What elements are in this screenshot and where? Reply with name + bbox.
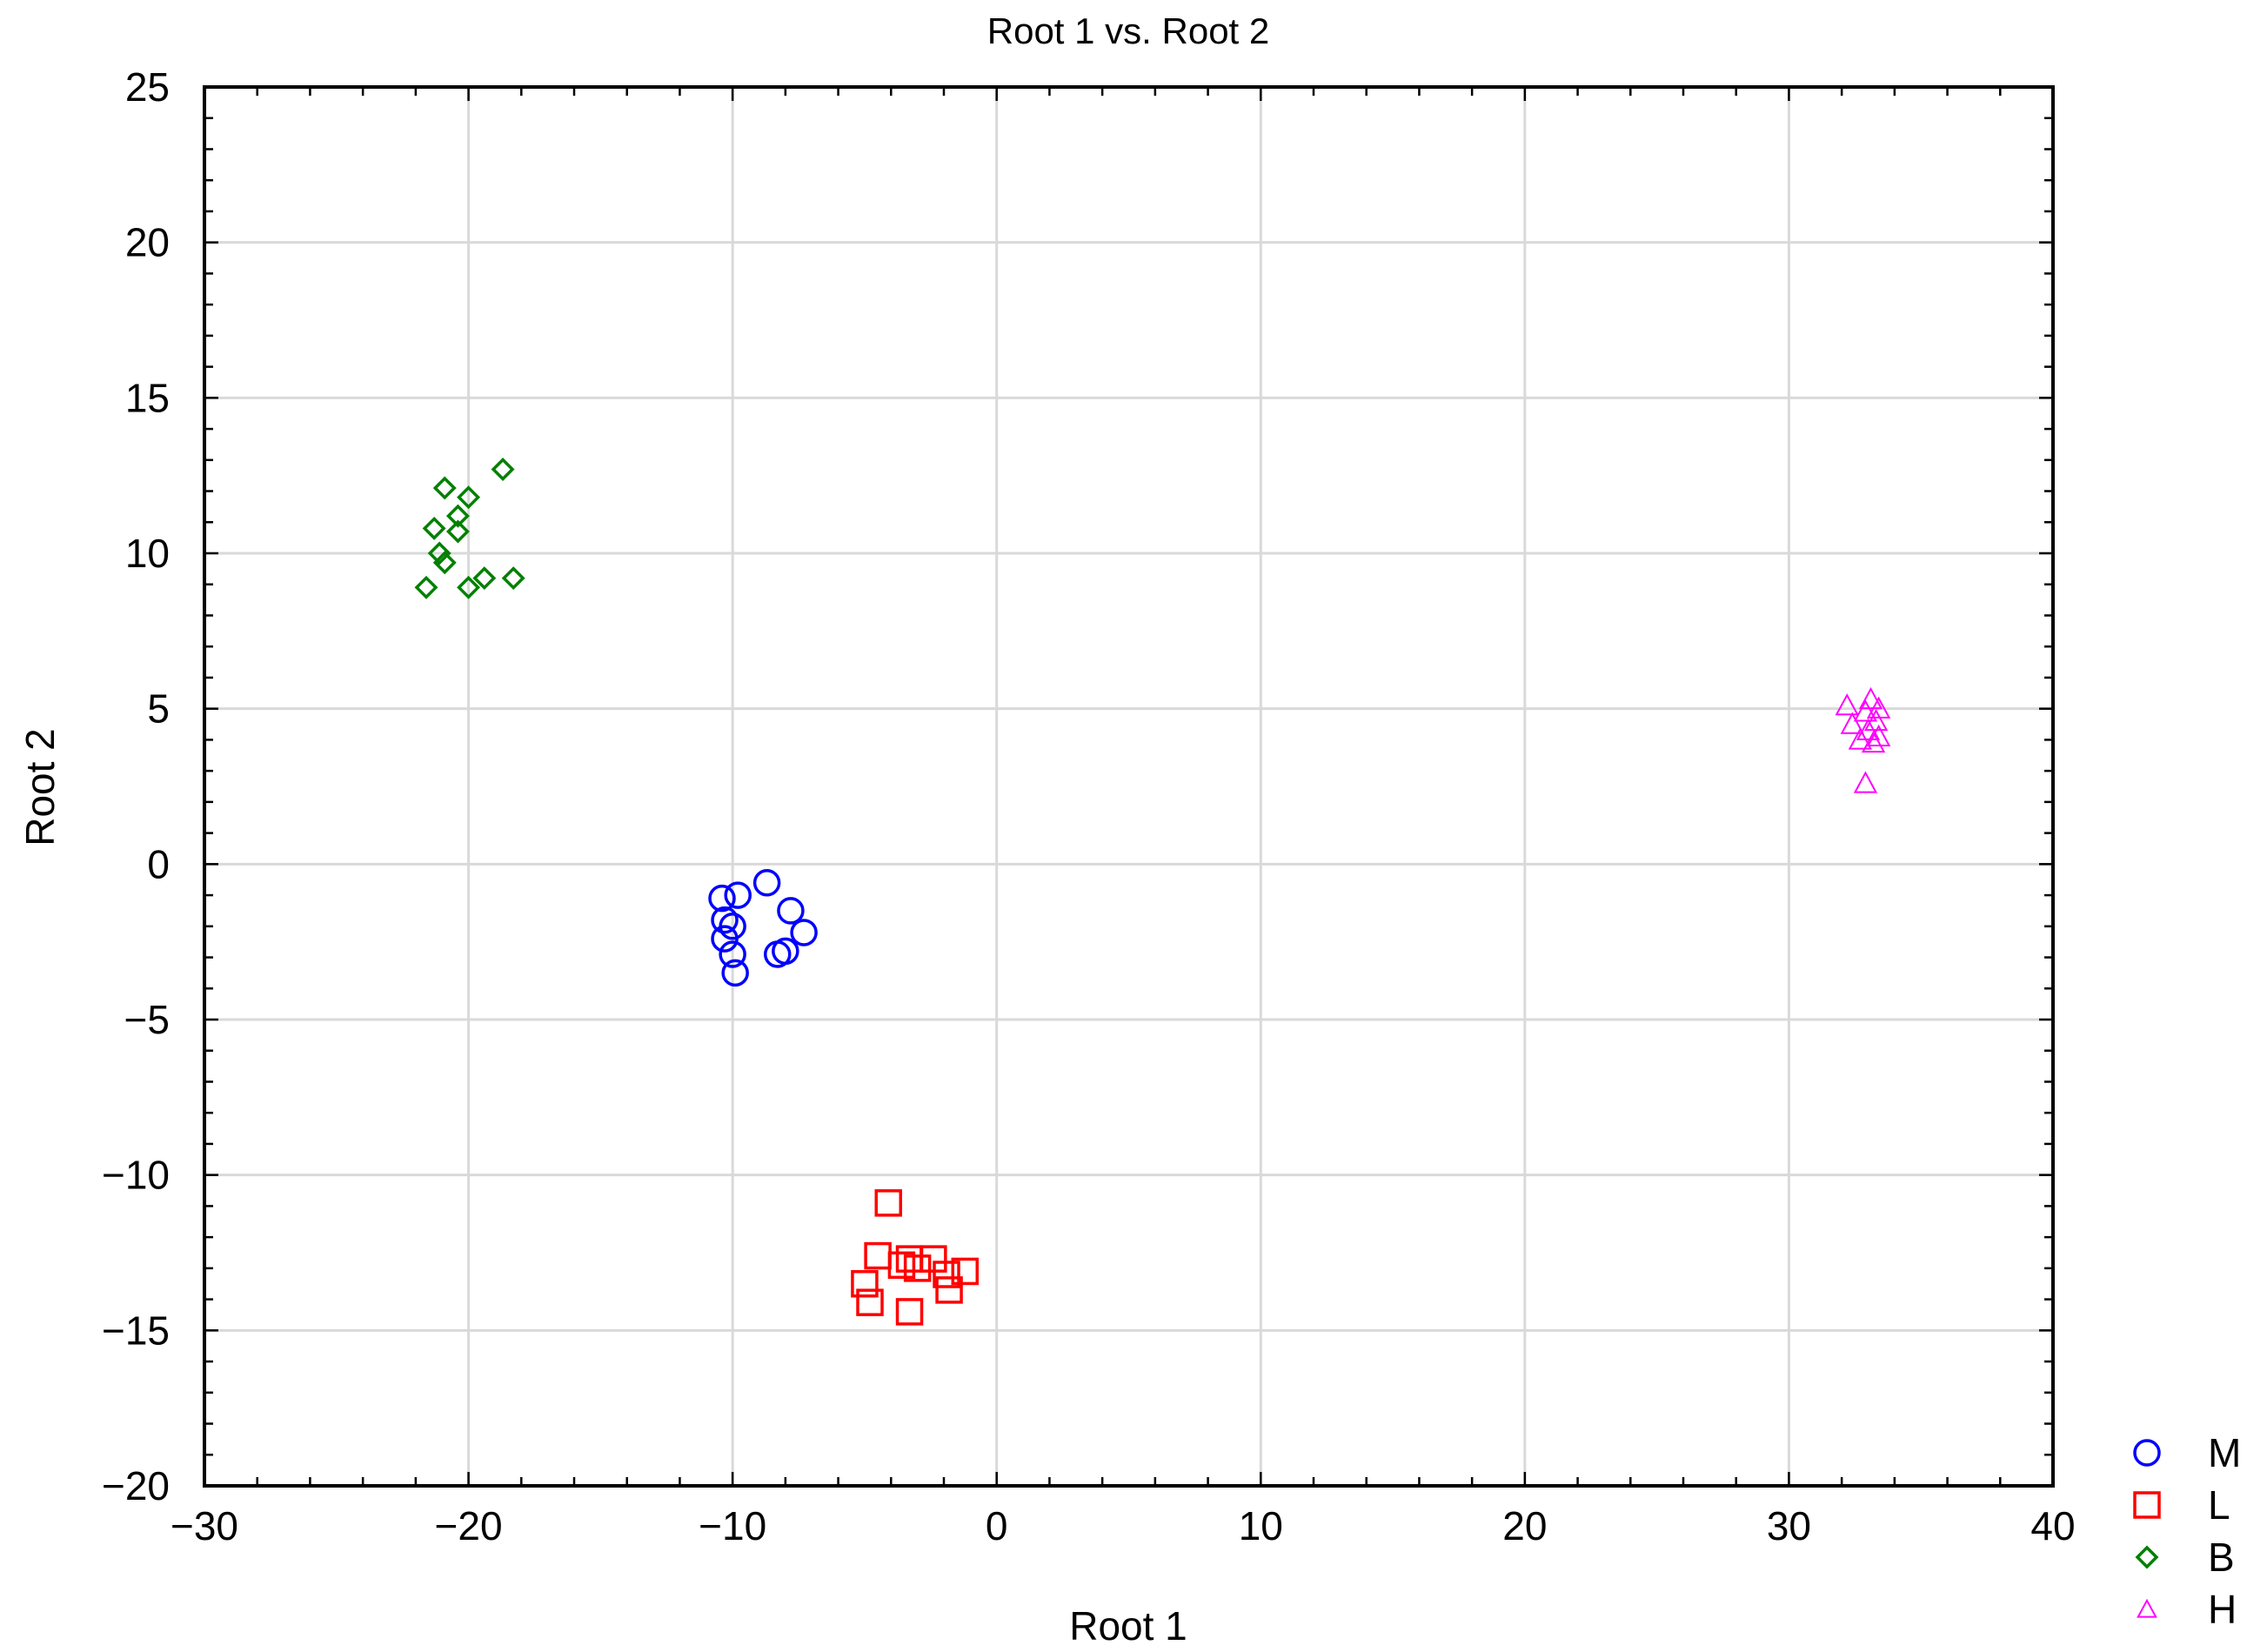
data-point-b: [432, 476, 457, 500]
data-point-h: [1835, 692, 1859, 716]
y-tick-label: −10: [102, 1153, 170, 1198]
data-point-h: [1840, 712, 1864, 734]
plot-frame: [203, 85, 2055, 1488]
data-point-h: [1853, 699, 1878, 722]
data-point-b: [432, 551, 457, 575]
data-point-h: [1856, 718, 1881, 740]
series-h: [1835, 686, 1891, 793]
x-tick-label: 10: [1239, 1503, 1283, 1548]
data-point-b: [427, 541, 451, 565]
y-axis-label: Root 2: [17, 728, 63, 846]
data-point-h: [1866, 696, 1891, 719]
x-axis-label: Root 1: [1069, 1603, 1187, 1649]
grid-lines: [204, 87, 2053, 1486]
minor-ticks: [203, 85, 2055, 1488]
data-point-l: [887, 1251, 916, 1280]
y-tick-label: −15: [102, 1308, 170, 1353]
data-point-l: [903, 1254, 932, 1282]
data-point-l: [874, 1189, 902, 1217]
x-tick-label: 20: [1502, 1503, 1547, 1548]
data-point-m: [777, 897, 805, 925]
legend-label-h: H: [2208, 1587, 2237, 1632]
data-point-b: [457, 485, 481, 510]
x-tick-label: 30: [1767, 1503, 1811, 1548]
data-point-l: [851, 1269, 879, 1298]
legend-marker-m: [2133, 1439, 2161, 1467]
legend-marker-l: [2133, 1491, 2161, 1519]
data-point-l: [951, 1257, 980, 1286]
data-point-l: [895, 1298, 924, 1326]
data-point-m: [752, 869, 781, 897]
legend-label-m: M: [2208, 1430, 2241, 1475]
series-m: [708, 869, 818, 987]
data-point-m: [724, 881, 752, 909]
data-point-b: [445, 519, 470, 544]
data-point-b: [414, 575, 438, 599]
data-point-h: [1848, 727, 1873, 750]
x-tick-label: 0: [986, 1503, 1008, 1548]
y-tick-label: 5: [147, 686, 170, 732]
y-tick-label: 20: [125, 220, 170, 265]
y-tick-label: 15: [125, 375, 170, 420]
data-point-m: [711, 906, 739, 934]
data-point-l: [856, 1288, 884, 1316]
data-point-h: [1866, 724, 1891, 747]
data-point-m: [719, 940, 746, 968]
series-b: [414, 458, 525, 599]
legend-marker-b: [2135, 1545, 2159, 1569]
y-tick-label: −20: [102, 1463, 170, 1508]
chart-title: Root 1 vs. Root 2: [987, 10, 1270, 51]
legend-marker-h: [2137, 1598, 2157, 1618]
data-point-h: [1858, 686, 1883, 710]
data-point-b: [472, 566, 497, 591]
y-tick-label: 10: [125, 531, 170, 576]
data-point-m: [711, 925, 739, 953]
data-point-b: [422, 516, 446, 540]
y-tick-label: 25: [125, 64, 170, 110]
data-point-b: [445, 504, 470, 528]
data-point-h: [1861, 730, 1886, 753]
data-point-b: [501, 566, 525, 591]
data-point-b: [457, 575, 481, 599]
data-point-h: [1853, 771, 1878, 793]
data-point-l: [935, 1276, 963, 1304]
data-point-m: [764, 940, 792, 968]
series-l: [851, 1189, 980, 1326]
data-point-m: [721, 959, 749, 987]
y-tick-label: −5: [124, 997, 170, 1042]
x-tick-label: −10: [699, 1503, 766, 1548]
data-points: [414, 458, 1891, 1326]
y-tick-label: 0: [147, 841, 170, 886]
legend-label-b: B: [2208, 1535, 2235, 1580]
x-tick-label: 40: [2030, 1503, 2075, 1548]
data-point-l: [895, 1245, 924, 1273]
legend-label-l: L: [2208, 1482, 2230, 1528]
data-point-l: [933, 1261, 960, 1288]
data-point-l: [864, 1241, 892, 1270]
data-point-m: [790, 919, 818, 946]
x-tick-label: −20: [435, 1503, 503, 1548]
data-point-m: [708, 884, 736, 913]
data-point-b: [491, 458, 515, 481]
x-tick-label: −30: [171, 1503, 238, 1548]
